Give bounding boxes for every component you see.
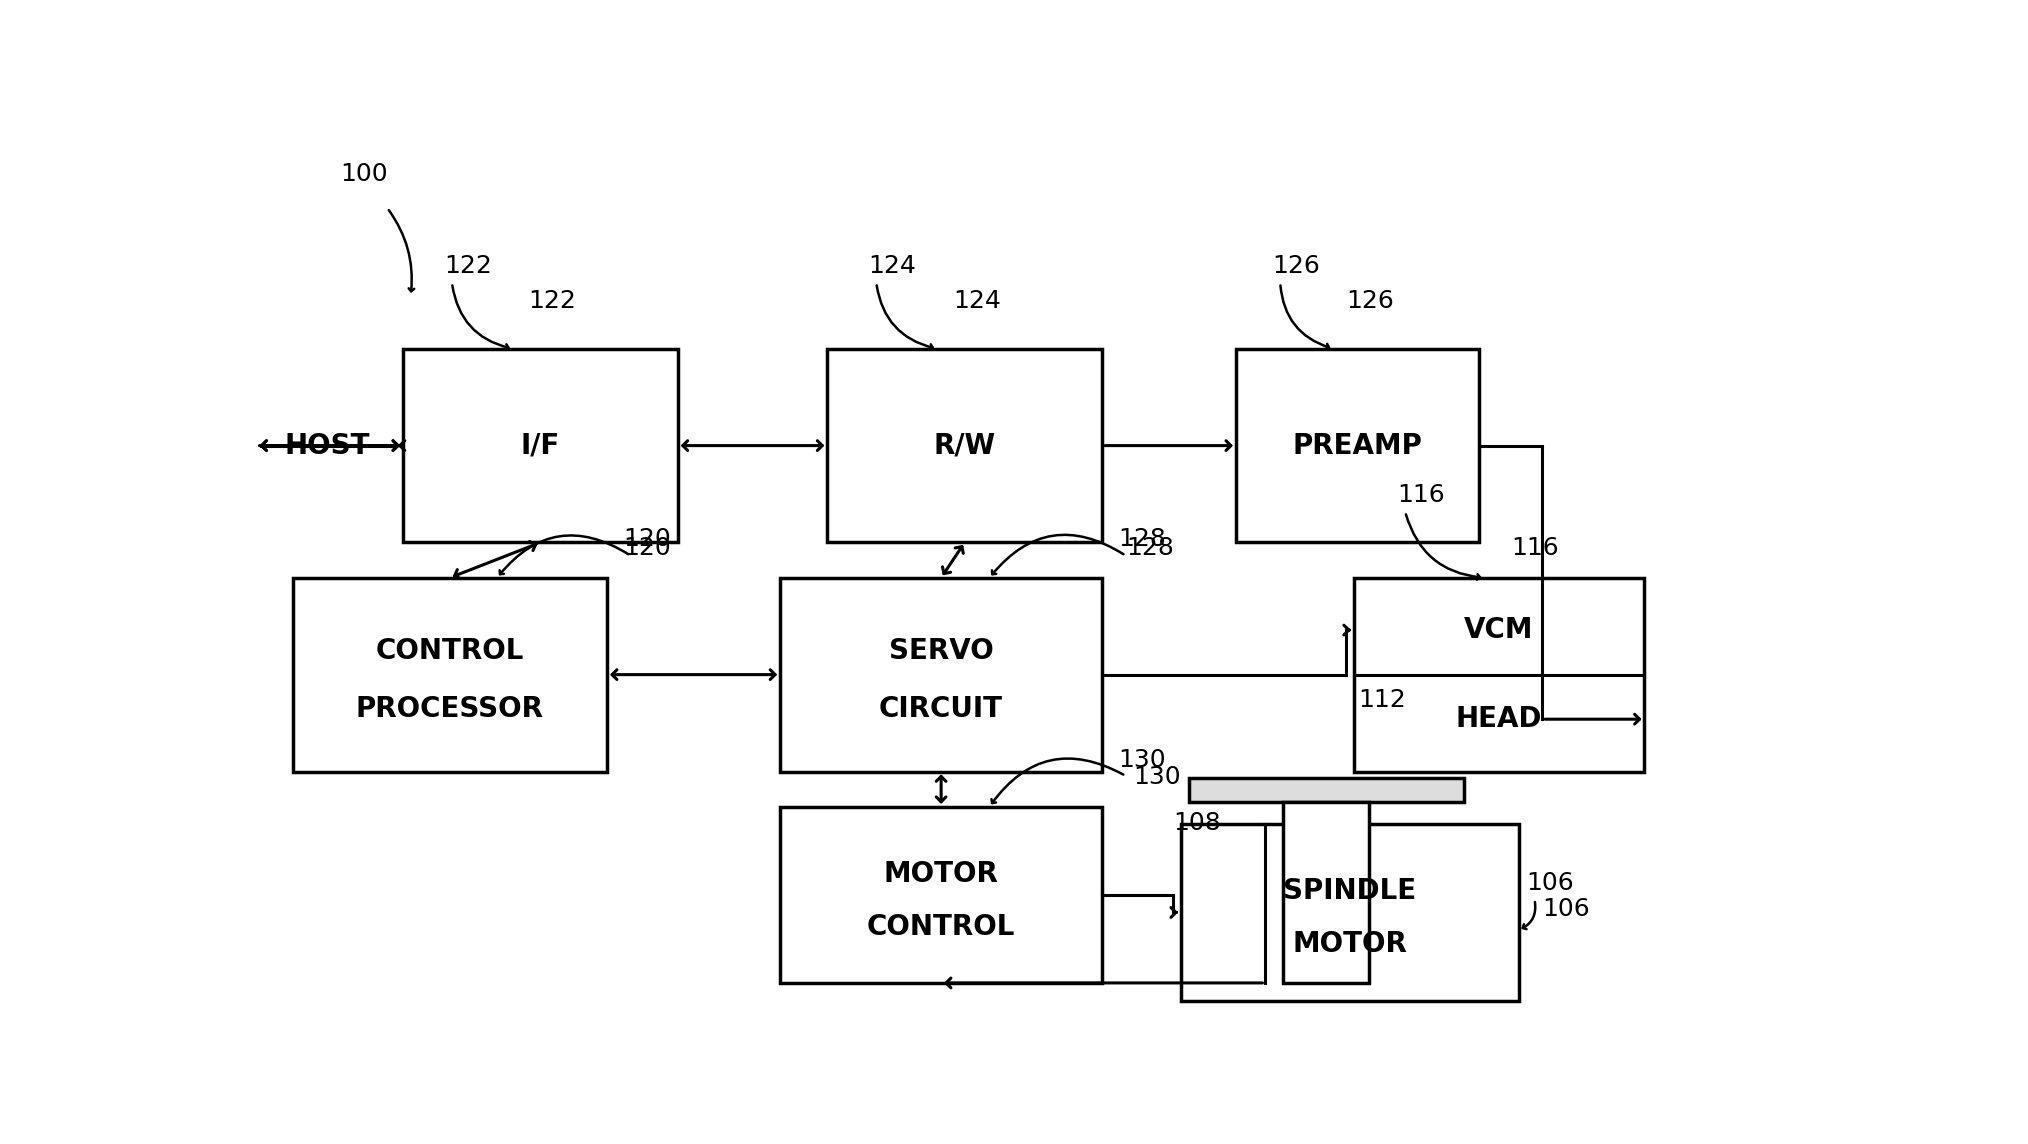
- Text: 122: 122: [444, 254, 493, 278]
- Bar: [292, 578, 606, 771]
- Text: I/F: I/F: [521, 431, 560, 460]
- Text: 120: 120: [623, 537, 671, 561]
- Text: 120: 120: [623, 527, 671, 551]
- Text: CIRCUIT: CIRCUIT: [878, 696, 1004, 723]
- Text: PREAMP: PREAMP: [1292, 431, 1422, 460]
- Bar: [1188, 778, 1464, 802]
- Text: 112: 112: [1359, 688, 1405, 712]
- Text: 128: 128: [1117, 527, 1166, 551]
- Bar: [1180, 825, 1519, 1001]
- Bar: [1284, 802, 1369, 983]
- Text: 116: 116: [1397, 483, 1446, 507]
- Text: 128: 128: [1126, 537, 1174, 561]
- Bar: [781, 578, 1103, 771]
- Text: CONTROL: CONTROL: [375, 637, 523, 666]
- Text: MOTOR: MOTOR: [884, 859, 998, 888]
- Text: 106: 106: [1541, 897, 1590, 921]
- Text: 130: 130: [1134, 765, 1180, 789]
- Text: CONTROL: CONTROL: [866, 913, 1016, 940]
- Text: SPINDLE: SPINDLE: [1284, 877, 1416, 905]
- Bar: [1355, 578, 1645, 771]
- Bar: [404, 349, 677, 542]
- Text: 126: 126: [1347, 289, 1393, 313]
- Text: HOST: HOST: [284, 431, 371, 460]
- Text: 122: 122: [529, 289, 576, 313]
- Text: R/W: R/W: [933, 431, 996, 460]
- Text: 130: 130: [1117, 747, 1166, 771]
- Bar: [1235, 349, 1480, 542]
- Text: SERVO: SERVO: [888, 637, 994, 666]
- Text: 124: 124: [868, 254, 917, 278]
- Text: MOTOR: MOTOR: [1292, 930, 1407, 959]
- Text: VCM: VCM: [1464, 617, 1533, 644]
- Text: PROCESSOR: PROCESSOR: [357, 696, 544, 723]
- Bar: [827, 349, 1103, 542]
- Text: 126: 126: [1272, 254, 1320, 278]
- Text: 124: 124: [953, 289, 1000, 313]
- Text: 100: 100: [341, 161, 387, 185]
- Text: 116: 116: [1511, 537, 1560, 561]
- Text: HEAD: HEAD: [1456, 705, 1543, 733]
- Bar: [781, 807, 1103, 983]
- Text: 106: 106: [1527, 871, 1574, 895]
- Text: 108: 108: [1172, 811, 1221, 835]
